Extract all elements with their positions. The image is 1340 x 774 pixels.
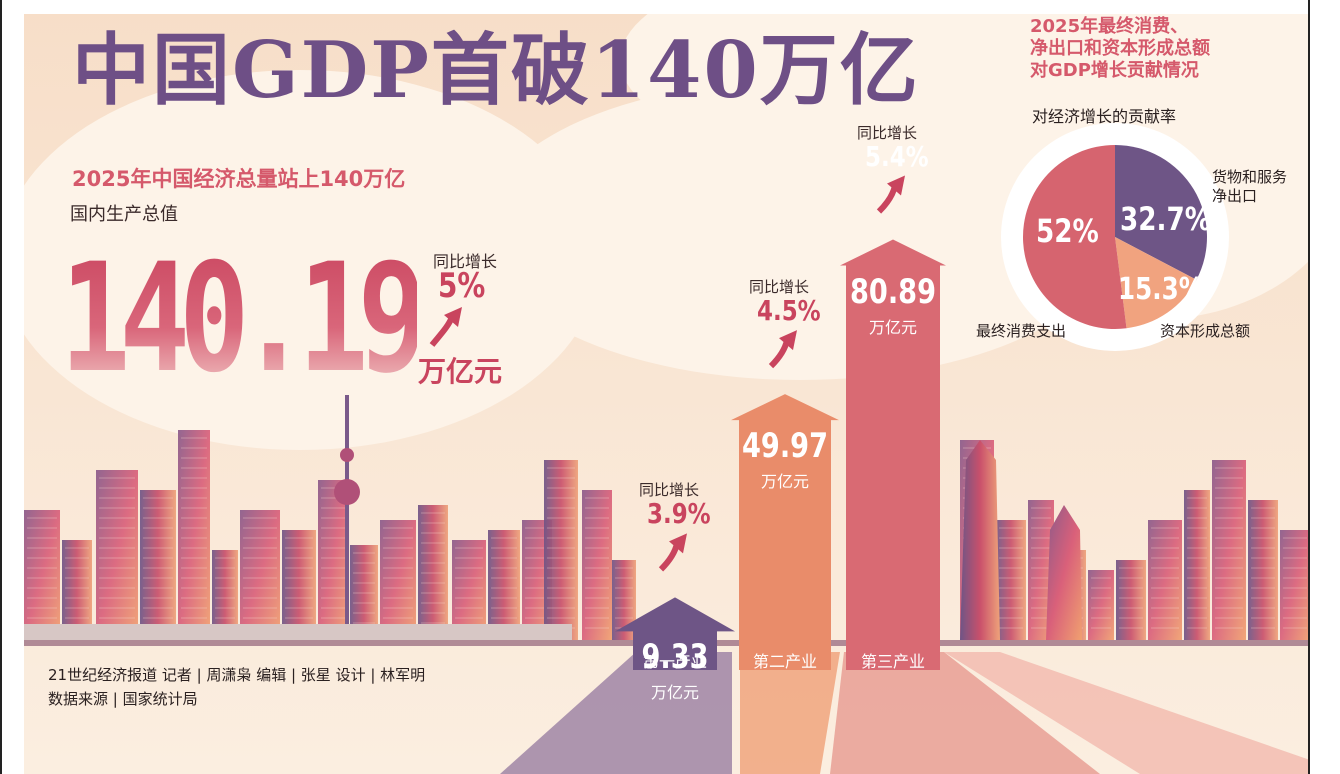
light-rays	[500, 652, 1310, 774]
skyline-building	[1212, 460, 1246, 640]
bar-growth-value-1: 3.9%	[647, 497, 711, 531]
skyline-building	[1280, 530, 1310, 640]
skyline-building	[1088, 570, 1114, 640]
skyline-building	[380, 520, 416, 640]
tower-sphere-upper	[334, 479, 360, 505]
skyline-pagoda	[1046, 505, 1082, 640]
bar-growth-arrowhead-icon-1	[669, 533, 687, 554]
bar-growth-arrow-icon-1	[658, 542, 680, 572]
pie-title: 2025年最终消费、 净出口和资本形成总额 对GDP增长贡献情况	[1030, 16, 1210, 82]
pie-title-line-2: 净出口和资本形成总额	[1030, 38, 1210, 59]
bar-3	[840, 239, 946, 645]
train	[24, 624, 572, 640]
bar-growth-arrow-icon-2	[768, 339, 790, 369]
bar-growth-value-3: 5.4%	[865, 139, 929, 173]
bar-category-label-1: 第一产业	[642, 652, 707, 671]
credits-line-1: 21世纪经济报道 记者 | 周潇枭 编辑 | 张星 设计 | 林军明	[48, 666, 426, 684]
pie-value-capital-formation: 15.3%	[1118, 272, 1204, 307]
skyline-building	[240, 510, 280, 640]
pie-label-final-consumption: 最终消费支出	[976, 322, 1067, 340]
contribution-pie-chart	[1001, 123, 1229, 351]
headline-subtitle: 2025年中国经济总量站上140万亿	[72, 167, 406, 191]
bar-1	[615, 597, 735, 644]
bar-growth-label-2: 同比增长	[749, 278, 810, 297]
credits-line-2: 数据来源 | 国家统计局	[48, 690, 198, 708]
skyline-building	[996, 520, 1026, 640]
skyline-building	[544, 460, 578, 640]
bar-value-label-2: 49.97	[741, 426, 829, 467]
bar-growth-label-3: 同比增长	[857, 123, 918, 142]
gdp-unit: 万亿元	[418, 355, 503, 388]
gdp-yoy-value: 5%	[438, 266, 486, 306]
bar-value-label-1: 9.33	[641, 637, 709, 678]
bar-category-band-3	[846, 644, 940, 670]
pie-value-net-exports: 32.7%	[1120, 200, 1212, 238]
pie-slice-2	[1115, 237, 1197, 329]
skyline-building	[488, 530, 520, 640]
pie-label-net-exports: 货物和服务 净出口	[1212, 168, 1287, 206]
page-title: 中国GDP首破140万亿	[72, 25, 920, 116]
pie-title-line-3: 对GDP增长贡献情况	[1030, 60, 1199, 81]
tower-spire	[345, 395, 349, 640]
bar-growth-arrowhead-icon-2	[779, 330, 797, 351]
bar-growth-arrow-icon-3	[876, 184, 898, 214]
bar-category-label-3: 第三产业	[860, 652, 925, 671]
skyline-building	[24, 510, 60, 640]
pie-slice-1	[1115, 145, 1207, 280]
pie-label-net-exports-line-2: 净出口	[1212, 187, 1258, 205]
pie-subtitle: 对经济增长的贡献率	[1032, 107, 1177, 126]
frame-line-left	[0, 0, 2, 774]
bar-growth-arrowhead-icon-3	[887, 175, 905, 196]
gdp-up-arrow-icon	[429, 307, 462, 347]
skyline-building	[140, 490, 176, 640]
bar-category-label-2: 第二产业	[752, 652, 817, 671]
frame-line-right	[1308, 0, 1310, 774]
skyline-building	[96, 470, 138, 640]
bar-category-band-2	[739, 644, 831, 670]
skyline-building	[418, 505, 448, 640]
cloud-shapes	[0, 0, 1340, 450]
pie-label-net-exports-line-1: 货物和服务	[1212, 168, 1288, 186]
bar-growth-value-2: 4.5%	[757, 294, 821, 328]
bar-category-band-1	[633, 644, 717, 670]
skyline-building	[282, 530, 316, 640]
skyline-building	[1116, 560, 1146, 640]
gdp-value: 140.19	[60, 232, 428, 406]
skyline-building	[62, 540, 92, 640]
frame-top	[0, 0, 1340, 14]
pie-label-capital-formation: 资本形成总额	[1160, 322, 1251, 340]
frame-left	[0, 0, 24, 774]
city-skyline	[24, 395, 1310, 640]
bar-2	[731, 394, 839, 644]
bar-growth-label-1: 同比增长	[639, 481, 700, 500]
bar-value-label-3: 80.89	[849, 271, 937, 312]
bar-unit-label-2: 万亿元	[760, 472, 809, 492]
pie-slice-3	[1023, 145, 1127, 329]
gdp-label: 国内生产总值	[70, 204, 178, 225]
bar-unit-label-1: 万亿元	[650, 683, 699, 703]
frame-right	[1310, 0, 1340, 774]
pie-title-line-1: 2025年最终消费、	[1030, 16, 1189, 37]
gdp-yoy-label: 同比增长	[433, 252, 498, 271]
skyline-building	[178, 430, 210, 640]
tower-sphere-lower	[340, 448, 354, 462]
skyline-building	[1248, 500, 1278, 640]
skyline-building	[1184, 490, 1210, 640]
skyline-building	[582, 490, 612, 640]
skyline-building	[1148, 520, 1182, 640]
skyline-building	[452, 540, 486, 640]
pie-value-final-consumption: 52%	[1036, 212, 1099, 250]
skyline-building	[318, 480, 348, 640]
skyline-tower	[960, 440, 1000, 640]
bar-unit-label-3: 万亿元	[868, 317, 917, 337]
